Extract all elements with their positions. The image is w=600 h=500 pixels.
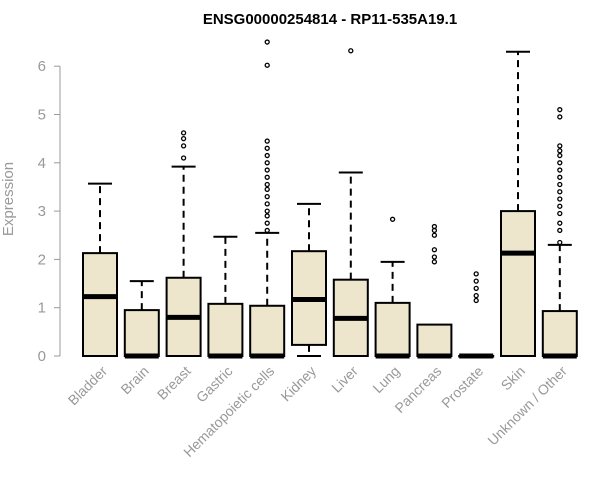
outlier-prostate-1 [473,292,479,299]
outlier-unknown-other-9 [557,167,563,173]
box-pancreas [416,223,453,359]
outlier-unknown-other-1 [557,227,563,234]
outlier-hematopoietic-cells-13 [264,138,270,144]
outlier-unknown-other-11 [557,152,563,159]
outlier-unknown-other-8 [557,174,563,180]
outlier-unknown-other-3 [557,210,563,217]
y-tick-label-4: 4 [38,155,46,172]
outlier-hematopoietic-cells-1 [264,220,270,226]
box-skin [500,50,536,357]
outlier-hematopoietic-cells-0 [264,227,270,234]
outlier-unknown-other-13 [557,143,563,149]
outlier-unknown-other-2 [557,220,563,226]
box-rect-lung [374,301,411,357]
box-rect-brain [123,309,160,357]
outlier-pancreas-5 [431,223,438,230]
x-label-unknown-other: Unknown / Other [484,363,570,449]
plot-area [82,39,578,359]
outlier-breast-2 [180,135,187,142]
box-unknown-other [541,107,578,359]
outlier-hematopoietic-cells-10 [264,160,270,166]
outlier-hematopoietic-cells-3 [264,208,270,214]
box-hematopoietic-cells [249,39,286,359]
outlier-unknown-other-15 [557,107,563,113]
box-kidney [291,202,327,357]
outlier-pancreas-3 [431,232,438,238]
y-tick-label-3: 3 [38,203,46,220]
outlier-breast-0 [180,155,187,161]
outlier-pancreas-2 [431,247,438,253]
outlier-unknown-other-10 [557,160,563,166]
box-brain [123,280,160,359]
box-rect-hematopoietic-cells [249,304,286,358]
x-label-liver: Liver [328,363,361,396]
outlier-prostate-4 [473,271,479,277]
outlier-breast-3 [180,130,187,136]
outlier-unknown-other-4 [557,203,563,209]
x-label-breast: Breast [154,363,194,403]
outlier-prostate-0 [473,297,479,304]
outlier-hematopoietic-cells-5 [264,193,270,200]
outlier-unknown-other-0 [557,239,563,246]
box-bladder [82,182,118,357]
box-rect-bladder [82,252,118,357]
outlier-hematopoietic-cells-4 [264,201,270,207]
box-lung [374,216,411,359]
y-tick-label-2: 2 [38,251,46,268]
box-rect-gastric [207,302,244,357]
box-rect-unknown-other [541,310,578,357]
outlier-unknown-other-7 [557,181,563,188]
box-liver [332,48,369,358]
outlier-hematopoietic-cells-15 [264,39,270,45]
outlier-hematopoietic-cells-12 [264,145,270,151]
box-breast [165,130,202,357]
outlier-unknown-other-6 [557,189,563,195]
outlier-prostate-3 [473,278,479,284]
x-label-prostate: Prostate [438,363,486,411]
box-gastric [207,235,244,359]
outlier-hematopoietic-cells-6 [264,186,270,193]
box-rect-pancreas [416,323,453,358]
outlier-unknown-other-14 [557,114,563,120]
outlier-breast-1 [180,143,187,149]
outlier-hematopoietic-cells-2 [264,213,270,219]
outlier-hematopoietic-cells-9 [264,167,270,173]
y-tick-label-0: 0 [38,348,46,365]
outlier-hematopoietic-cells-14 [264,62,270,68]
outlier-unknown-other-5 [557,196,563,202]
y-tick-label-6: 6 [38,58,46,75]
x-label-bladder: Bladder [65,363,111,409]
y-axis-label: Expression [0,162,17,236]
outlier-hematopoietic-cells-11 [264,152,270,159]
y-tick-label-1: 1 [38,300,46,317]
outlier-liver-0 [348,48,354,54]
outlier-lung-0 [389,216,396,222]
box-rect-skin [500,210,536,357]
box-prostate [458,271,495,359]
x-label-skin: Skin [498,363,529,394]
y-tick-label-5: 5 [38,107,46,124]
outlier-pancreas-0 [431,259,438,265]
x-label-lung: Lung [369,363,402,396]
x-label-brain: Brain [117,363,151,397]
y-axis: 0 1 2 3 4 5 6 [38,58,61,365]
outlier-hematopoietic-cells-7 [264,181,270,188]
chart-title: ENSG00000254814 - RP11-535A19.1 [203,11,457,28]
outlier-unknown-other-12 [557,148,563,154]
x-label-kidney: Kidney [278,363,320,405]
outlier-hematopoietic-cells-8 [264,174,270,180]
outlier-prostate-2 [473,285,479,292]
outlier-pancreas-1 [431,254,438,260]
